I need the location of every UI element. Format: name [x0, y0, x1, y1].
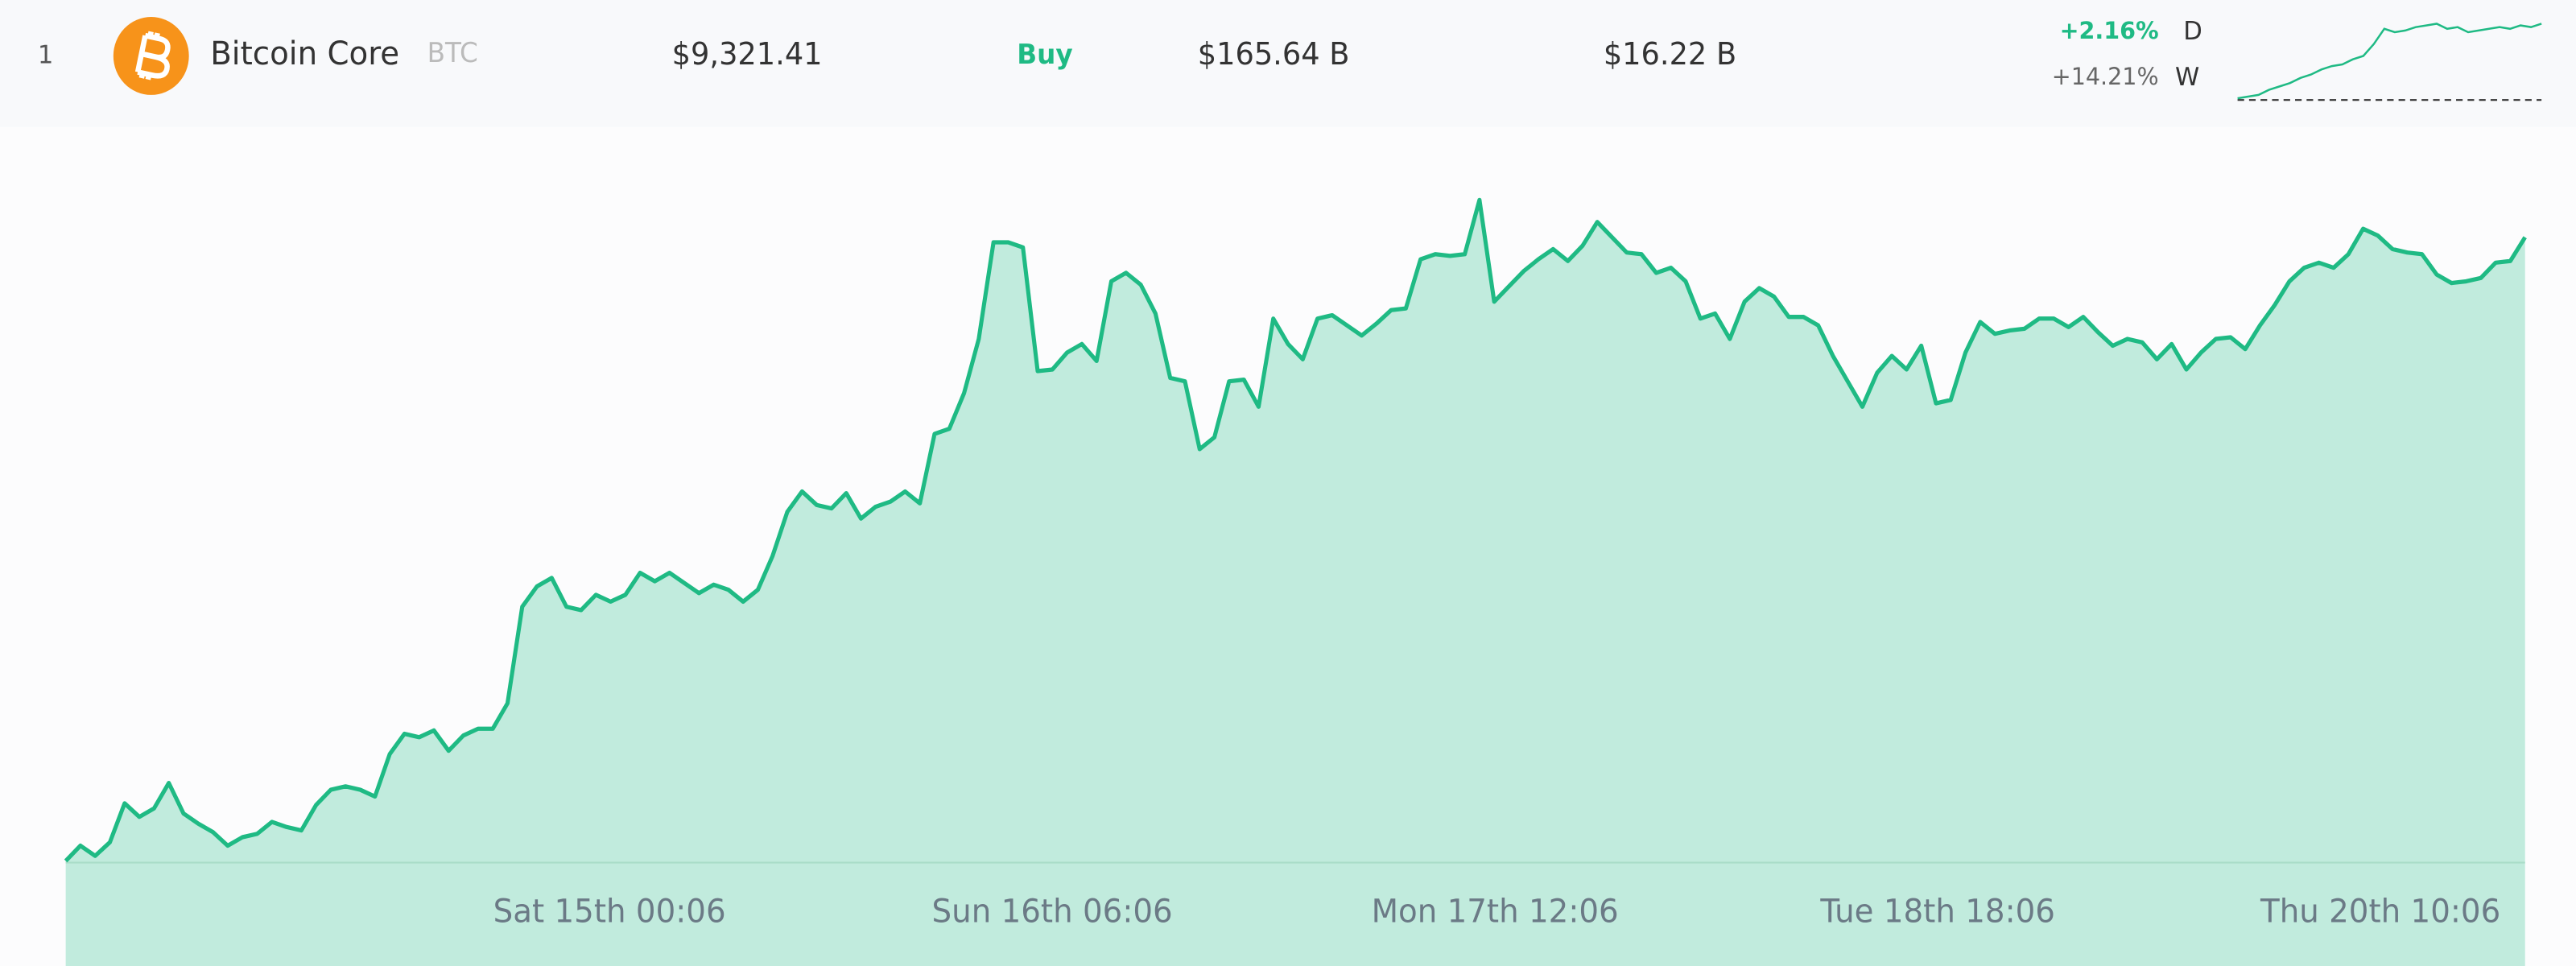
x-tick-label: Sat 15th 00:06 — [493, 893, 726, 931]
volume: $16.22 B — [1604, 36, 1736, 72]
area-band — [65, 862, 2525, 966]
coin-name[interactable]: Bitcoin Core — [210, 35, 399, 73]
change-day-label: D — [2183, 17, 2202, 47]
x-tick-label: Tue 18th 18:06 — [1819, 893, 2055, 931]
x-tick-label: Thu 20th 10:06 — [2260, 893, 2500, 931]
x-tick-label: Mon 17th 12:06 — [1372, 893, 1619, 931]
x-tick-label: Sun 16th 06:06 — [932, 893, 1173, 931]
row-background — [0, 0, 2576, 127]
price: $9,321.41 — [672, 36, 823, 72]
change-week-label: W — [2175, 63, 2199, 93]
line — [64, 197, 2527, 863]
buy-button[interactable]: Buy — [1017, 39, 1073, 71]
rank: 1 — [38, 40, 53, 70]
change-week: +14.21% — [2052, 63, 2159, 91]
coin-symbol: BTC — [427, 37, 478, 69]
change-day: +2.16% — [2060, 17, 2159, 45]
area — [65, 200, 2525, 863]
coin-icon — [113, 17, 189, 95]
sparkline — [2237, 23, 2542, 100]
market-cap: $165.64 B — [1198, 36, 1350, 72]
